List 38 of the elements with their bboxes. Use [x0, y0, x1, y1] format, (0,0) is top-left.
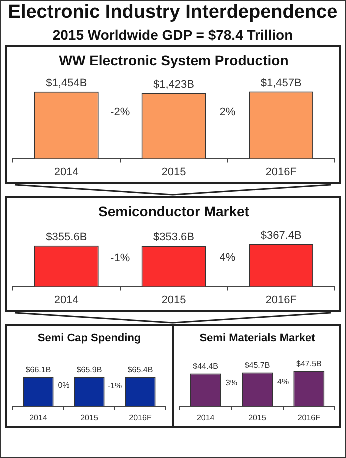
text: Electronic Industry Interdependence — [7, 1, 339, 25]
data-label: $44.4B — [193, 362, 219, 371]
x-tick-label: 2016F — [129, 413, 152, 422]
x-tick-label: 2016F — [266, 294, 298, 306]
annotation: 2% — [220, 106, 236, 118]
annotation: -2% — [110, 106, 130, 119]
data-label: $65.9B — [76, 365, 102, 374]
data-label: $45.7B — [244, 360, 270, 370]
chart-title: WW Electronic System Production — [59, 52, 289, 68]
annotation: 4% — [220, 252, 236, 264]
x-tick-label: 2014 — [54, 166, 79, 178]
text: 2015 Worldwide GDP = $78.4 Trillion — [52, 26, 294, 45]
data-label: $65.4B — [128, 366, 154, 375]
data-label: $47.5B — [296, 360, 322, 369]
x-tick-label: 2016F — [298, 413, 321, 422]
x-tick-label: 2014 — [30, 413, 48, 422]
x-tick-label: 2014 — [196, 413, 216, 422]
x-tick-label: 2015 — [162, 166, 186, 178]
data-label: $1,454B — [46, 77, 88, 90]
data-label: $367.4B — [260, 230, 302, 242]
data-label: $1,457B — [260, 77, 302, 90]
x-tick-label: 2015 — [162, 294, 186, 306]
data-label: $353.6B — [154, 232, 194, 244]
annotation: 0% — [58, 381, 70, 390]
data-label: $1,423B — [154, 78, 194, 91]
annotation: -1% — [110, 252, 130, 264]
annotation: 3% — [226, 378, 238, 388]
data-label: $66.1B — [26, 365, 52, 374]
x-tick-label: 2015 — [80, 413, 99, 422]
annotation: 4% — [278, 378, 290, 387]
chart-title: Semi Materials Market — [200, 332, 316, 345]
annotation: -1% — [108, 381, 122, 390]
x-tick-label: 2015 — [248, 413, 267, 422]
chart-title: Semiconductor Market — [98, 203, 250, 220]
x-tick-label: 2014 — [54, 294, 79, 306]
x-tick-label: 2016F — [266, 166, 298, 178]
data-label: $355.6B — [46, 231, 88, 244]
chart-title: Semi Cap Spending — [38, 332, 142, 345]
